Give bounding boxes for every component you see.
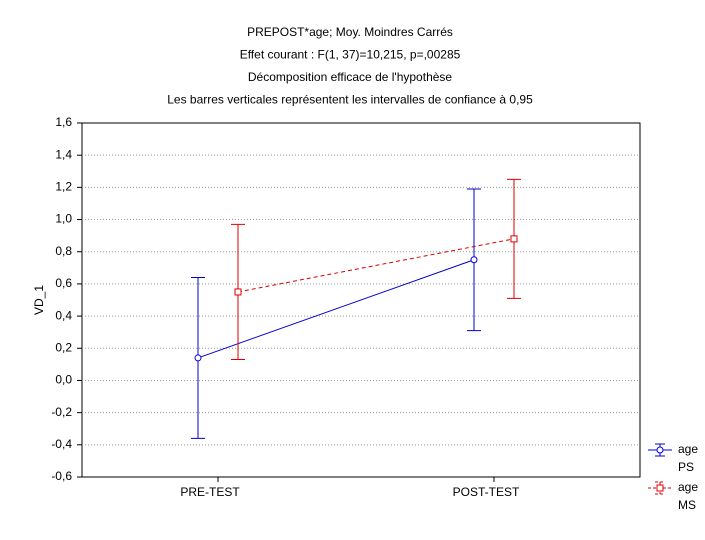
y-tick-label: 0,2 bbox=[55, 340, 72, 354]
y-tick-label: 0,6 bbox=[55, 276, 72, 290]
series-line bbox=[197, 259, 475, 359]
legend-label: MS bbox=[678, 498, 696, 512]
chart-title: Décomposition efficace de l'hypothèse bbox=[248, 70, 453, 84]
x-tick-label: POST-TEST bbox=[453, 485, 520, 499]
y-tick-label: 0,8 bbox=[55, 244, 72, 258]
y-tick-label: 1,2 bbox=[55, 180, 72, 194]
chart-title: PREPOST*age; Moy. Moindres Carrés bbox=[247, 25, 453, 39]
legend-marker bbox=[656, 446, 664, 454]
y-tick-label: 0,0 bbox=[55, 373, 72, 387]
chart-title: Les barres verticales représentent les i… bbox=[167, 93, 533, 107]
y-tick-label: 1,6 bbox=[55, 115, 72, 129]
marker bbox=[510, 235, 518, 243]
y-tick-label: 1,4 bbox=[55, 147, 72, 161]
legend-marker bbox=[656, 484, 664, 492]
legend-title: age bbox=[678, 480, 698, 494]
y-tick-label: -0,2 bbox=[51, 405, 72, 419]
legend-title: age bbox=[678, 442, 698, 456]
x-tick-label: PRE-TEST bbox=[180, 485, 240, 499]
y-tick-label: -0,4 bbox=[51, 437, 72, 451]
y-tick-label: 0,4 bbox=[55, 308, 72, 322]
series-line bbox=[237, 238, 515, 293]
y-axis-label: VD_1 bbox=[32, 285, 46, 315]
marker bbox=[470, 256, 478, 264]
y-tick-label: 1,0 bbox=[55, 212, 72, 226]
y-tick-label: -0,6 bbox=[51, 469, 72, 483]
chart-title: Effet courant : F(1, 37)=10,215, p=,0028… bbox=[240, 48, 461, 62]
legend-label: PS bbox=[678, 460, 694, 474]
marker bbox=[234, 288, 242, 296]
marker bbox=[194, 354, 202, 362]
